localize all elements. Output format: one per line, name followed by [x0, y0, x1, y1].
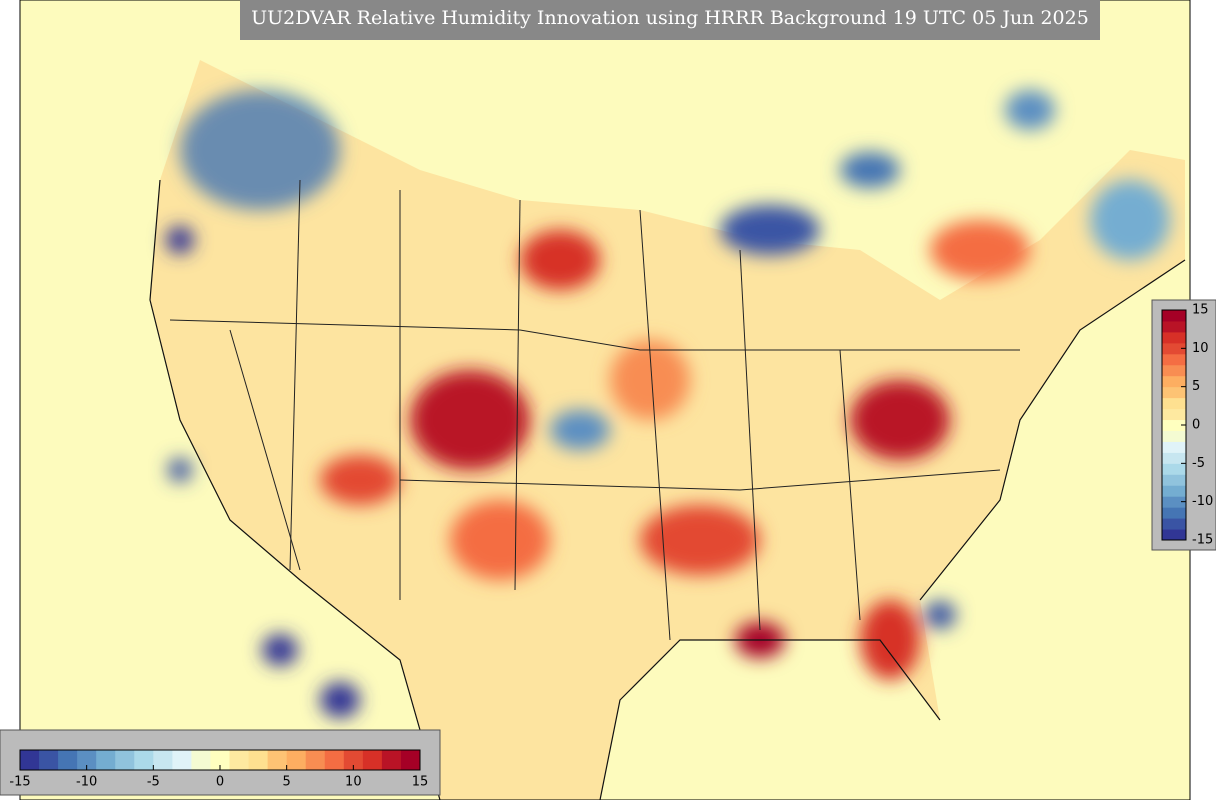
- colorbar-segment: [210, 750, 231, 770]
- colorbar-tick-label: 15: [412, 775, 429, 790]
- colorbar-tick-label: 10: [1192, 341, 1209, 356]
- coastline: [149, 179, 1186, 801]
- colorbar-tick-label: 0: [216, 775, 224, 790]
- colorbar-segment: [1162, 310, 1186, 322]
- colorbar-segment: [381, 750, 402, 770]
- colorbar-tick-label: -15: [9, 775, 30, 790]
- colorbar-segment: [1162, 375, 1186, 388]
- colorbar-segment: [153, 750, 173, 770]
- colorbar-tick-label: -5: [1192, 456, 1205, 471]
- colorbar-segment: [1162, 474, 1186, 486]
- colorbar-segment: [77, 750, 97, 770]
- land-area: [150, 60, 1185, 800]
- colorbar-segment: [1162, 485, 1186, 497]
- colorbar-tick-label: -10: [1192, 494, 1213, 509]
- colorbar-segment: [1162, 441, 1186, 453]
- colorbar-segment: [1162, 331, 1186, 344]
- map: [19, 0, 1191, 801]
- colorbar-segment: [1162, 518, 1186, 530]
- colorbar-segment: [324, 750, 345, 770]
- colorbar-tick-label: 5: [1192, 379, 1200, 394]
- colorbar-segment: [400, 750, 421, 770]
- colorbars: 15 10 5 0 -5 -10 -15 -15 -10 -5 0 5 10 15: [9, 303, 1213, 790]
- colorbar-segment: [1162, 386, 1186, 399]
- colorbar-segment: [343, 750, 364, 770]
- colorbar-segment: [1162, 463, 1186, 475]
- colorbar-segment: [1162, 507, 1186, 519]
- title-box: [240, 0, 1100, 40]
- colorbar-segment: [20, 750, 40, 770]
- colorbar-segment: [172, 750, 192, 770]
- colorbar-segment: [1162, 364, 1186, 377]
- colorbar-tick-label: -5: [147, 775, 160, 790]
- colorbar-segment: [305, 750, 326, 770]
- colorbar-segment: [286, 750, 307, 770]
- colorbar-segment: [1162, 408, 1186, 421]
- colorbar-segment: [229, 750, 250, 770]
- colorbar-tick-label: 10: [345, 775, 362, 790]
- colorbar-tick-label: 0: [1192, 418, 1200, 433]
- colorbar-segment: [96, 750, 116, 770]
- state-borders: [169, 179, 1020, 641]
- colorbar-segment: [267, 750, 288, 770]
- colorbar-tick-label: 15: [1192, 303, 1209, 318]
- colorbar-segment: [362, 750, 383, 770]
- colorbar-segment: [248, 750, 269, 770]
- colorbar-segment: [134, 750, 154, 770]
- colorbar-tick-label: -15: [1192, 533, 1213, 548]
- colorbar-segment: [1162, 342, 1186, 355]
- colorbar-segment: [1162, 353, 1186, 366]
- colorbar-segment: [191, 750, 211, 770]
- colorbar-segment: [1162, 430, 1186, 442]
- colorbar-segment: [58, 750, 78, 770]
- map-title: UU2DVAR Relative Humidity Innovation usi…: [251, 7, 1089, 29]
- colorbar-segment: [39, 750, 59, 770]
- colorbar-segment: [1162, 397, 1186, 410]
- colorbar-segment: [115, 750, 135, 770]
- colorbar-segment: [1162, 452, 1186, 464]
- colorbar-segment: [1162, 320, 1186, 333]
- colorbar-segment: [1162, 496, 1186, 508]
- colorbar-segment: [1162, 419, 1186, 431]
- colorbar-tick-label: -10: [76, 775, 97, 790]
- colorbar-tick-label: 5: [283, 775, 291, 790]
- colorbar-segment: [1162, 529, 1186, 541]
